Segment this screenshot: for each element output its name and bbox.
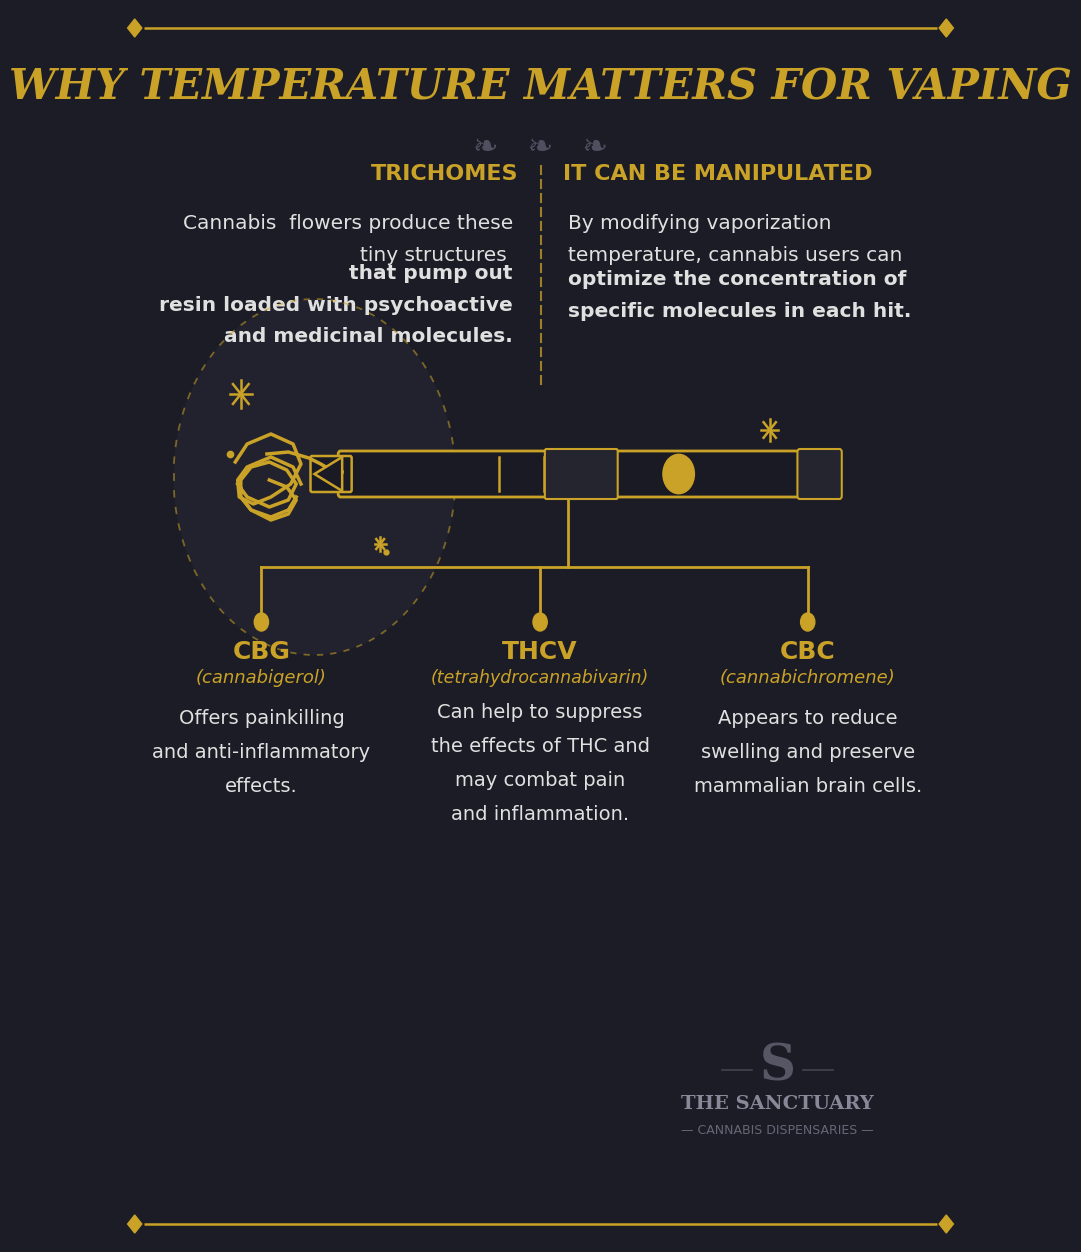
Text: By modifying vaporization
temperature, cannabis users can: By modifying vaporization temperature, c…	[569, 214, 903, 264]
Text: THE SANCTUARY: THE SANCTUARY	[681, 1096, 875, 1113]
Text: — CANNABIS DISPENSARIES —: — CANNABIS DISPENSARIES —	[681, 1123, 875, 1137]
Text: ❧   ❧   ❧: ❧ ❧ ❧	[473, 134, 608, 163]
Polygon shape	[939, 19, 953, 38]
Polygon shape	[315, 457, 343, 491]
Text: Cannabis  flowers produce these
tiny structures: Cannabis flowers produce these tiny stru…	[183, 214, 512, 264]
Text: TRICHOMES: TRICHOMES	[371, 164, 518, 184]
Text: optimize the concentration of
specific molecules in each hit.: optimize the concentration of specific m…	[569, 270, 911, 321]
FancyBboxPatch shape	[545, 449, 617, 500]
Text: Offers painkilling
and anti-inflammatory
effects.: Offers painkilling and anti-inflammatory…	[152, 709, 371, 795]
Text: S: S	[760, 1043, 796, 1092]
Text: THCV: THCV	[503, 640, 578, 664]
FancyBboxPatch shape	[798, 449, 842, 500]
Circle shape	[664, 454, 694, 493]
Circle shape	[174, 299, 455, 655]
Text: that pump out
resin loaded with psychoactive
and medicinal molecules.: that pump out resin loaded with psychoac…	[159, 264, 512, 347]
Polygon shape	[128, 1214, 142, 1233]
Circle shape	[254, 613, 268, 631]
Text: Appears to reduce
swelling and preserve
mammalian brain cells.: Appears to reduce swelling and preserve …	[694, 709, 922, 795]
Text: CBG: CBG	[232, 640, 291, 664]
Text: (tetrahydrocannabivarin): (tetrahydrocannabivarin)	[431, 669, 650, 687]
Text: (cannabigerol): (cannabigerol)	[196, 669, 326, 687]
FancyBboxPatch shape	[338, 451, 839, 497]
Text: WHY TEMPERATURE MATTERS FOR VAPING: WHY TEMPERATURE MATTERS FOR VAPING	[9, 68, 1072, 109]
Text: (cannabichromene): (cannabichromene)	[720, 669, 895, 687]
Text: Can help to suppress
the effects of THC and
may combat pain
and inflammation.: Can help to suppress the effects of THC …	[430, 704, 650, 825]
Polygon shape	[128, 19, 142, 38]
Text: IT CAN BE MANIPULATED: IT CAN BE MANIPULATED	[563, 164, 872, 184]
Circle shape	[801, 613, 815, 631]
Polygon shape	[939, 1214, 953, 1233]
FancyBboxPatch shape	[310, 456, 351, 492]
Text: CBC: CBC	[779, 640, 836, 664]
Circle shape	[533, 613, 547, 631]
